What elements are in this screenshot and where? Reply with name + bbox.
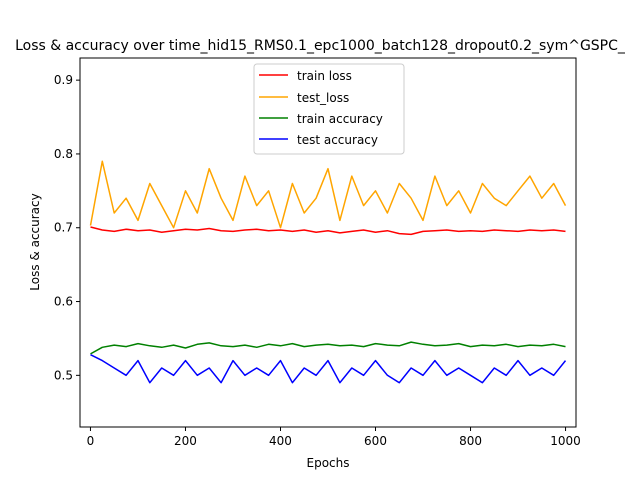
x-tick-label: 400 bbox=[269, 434, 292, 448]
x-tick-label: 800 bbox=[459, 434, 482, 448]
plot-frame bbox=[79, 57, 577, 428]
y-tick-label: 0.5 bbox=[54, 368, 73, 382]
x-tick-label: 600 bbox=[364, 434, 387, 448]
series-line-train-loss bbox=[90, 226, 566, 236]
y-tick-label: 0.6 bbox=[54, 295, 73, 309]
legend-label-test-loss: test_loss bbox=[297, 91, 349, 105]
legend-box bbox=[253, 63, 405, 155]
x-tick-label: 0 bbox=[87, 434, 95, 448]
legend-label-train-loss: train loss bbox=[297, 69, 352, 83]
legend: train loss test_loss train accuracy test… bbox=[253, 63, 405, 155]
plot-lines bbox=[89, 160, 567, 384]
y-tick-label: 0.7 bbox=[54, 221, 73, 235]
series-line-test-accuracy bbox=[90, 354, 567, 384]
y-axis: 0.5 0.6 0.7 0.8 0.9 bbox=[54, 73, 80, 382]
series-line-test-loss bbox=[89, 160, 567, 229]
chart-title: Loss & accuracy over time_hid15_RMS0.1_e… bbox=[15, 38, 626, 54]
x-axis-label: Epochs bbox=[307, 456, 350, 470]
series-line-train-accuracy bbox=[90, 341, 566, 355]
x-axis: 0 200 400 600 800 1000 bbox=[87, 427, 581, 448]
legend-label-test-accuracy: test accuracy bbox=[297, 133, 378, 147]
x-tick-label: 1000 bbox=[550, 434, 581, 448]
x-tick-label: 200 bbox=[174, 434, 197, 448]
y-tick-label: 0.9 bbox=[54, 73, 73, 87]
y-tick-label: 0.8 bbox=[54, 147, 73, 161]
legend-label-train-accuracy: train accuracy bbox=[297, 112, 383, 126]
y-axis-label: Loss & accuracy bbox=[28, 193, 42, 290]
